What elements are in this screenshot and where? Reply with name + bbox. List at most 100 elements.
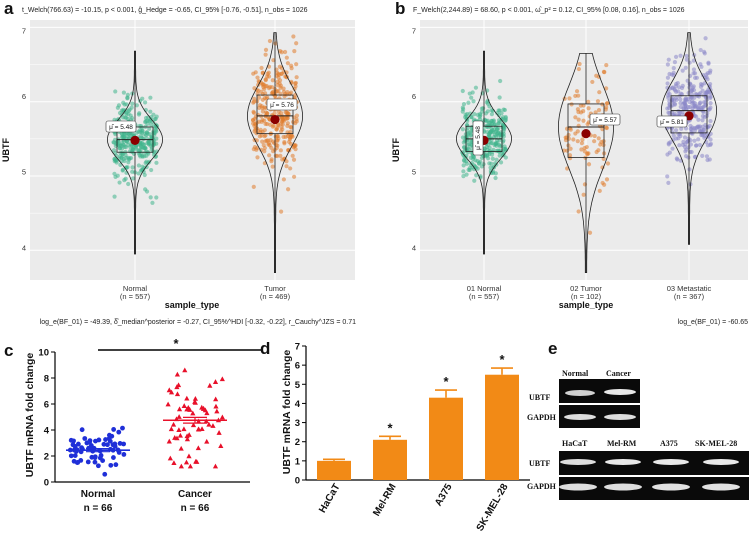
data-point xyxy=(679,126,684,131)
gel-row-ubtf-bottom: UBTF xyxy=(529,459,550,468)
data-point xyxy=(665,62,670,67)
ytick-label: 5 xyxy=(295,380,301,391)
gel-band xyxy=(565,390,595,396)
data-point xyxy=(147,126,152,131)
data-point xyxy=(120,134,125,140)
ytick-label: 8 xyxy=(44,374,49,385)
data-point xyxy=(116,103,122,108)
data-point xyxy=(704,154,710,159)
data-point xyxy=(181,426,187,432)
data-point xyxy=(275,153,280,159)
data-point xyxy=(265,74,270,79)
gel-top-gapdh-strip xyxy=(559,405,640,428)
gel-band xyxy=(604,414,636,420)
data-point xyxy=(493,175,498,181)
data-point xyxy=(500,139,506,144)
data-point xyxy=(168,426,174,432)
panel-b-xtick-metastatic-n: (n = 367) xyxy=(674,292,705,301)
ytick-label: 2 xyxy=(295,437,300,448)
data-point xyxy=(482,146,487,151)
data-point xyxy=(573,93,578,99)
data-point xyxy=(79,427,85,433)
data-point xyxy=(130,115,135,121)
data-point xyxy=(567,153,573,158)
data-point xyxy=(582,149,587,154)
data-point xyxy=(489,126,494,131)
data-point xyxy=(488,129,493,135)
ytick-label: 4 xyxy=(295,399,301,410)
data-point xyxy=(68,437,74,443)
data-point xyxy=(291,174,297,179)
data-point xyxy=(682,135,688,140)
bar-Mel-RM xyxy=(373,439,407,480)
data-point xyxy=(269,145,274,150)
data-point xyxy=(708,142,713,148)
mean-point-Tumor xyxy=(270,114,280,125)
data-point xyxy=(700,82,705,88)
data-point xyxy=(288,166,293,171)
data-point xyxy=(474,173,479,178)
data-point xyxy=(293,84,298,89)
data-point xyxy=(683,65,688,70)
data-point xyxy=(284,164,289,169)
data-point xyxy=(270,164,275,169)
data-point xyxy=(199,426,205,432)
data-point xyxy=(277,64,282,69)
data-point xyxy=(576,66,581,72)
data-point xyxy=(140,140,145,146)
ytick-label: 10 xyxy=(38,348,49,359)
data-point xyxy=(596,107,602,113)
data-point xyxy=(289,66,294,71)
data-point xyxy=(213,396,219,402)
data-point xyxy=(574,89,580,94)
data-point xyxy=(269,157,274,162)
data-point xyxy=(68,453,74,459)
data-point xyxy=(290,153,295,158)
panel-b-mean-label-normal: μ̂ = 5.48 xyxy=(472,120,484,156)
gel-band xyxy=(604,389,636,395)
data-point xyxy=(121,131,127,136)
data-point xyxy=(273,41,278,46)
panel-a-plot-area xyxy=(30,20,355,280)
data-point xyxy=(130,146,135,151)
data-point xyxy=(187,463,193,469)
data-point xyxy=(471,99,476,104)
data-point xyxy=(278,49,283,54)
data-point xyxy=(142,100,148,105)
data-point xyxy=(468,133,473,138)
data-point xyxy=(693,143,699,148)
data-point xyxy=(468,162,474,167)
data-point xyxy=(567,96,572,101)
data-point xyxy=(464,128,470,133)
data-point xyxy=(687,85,692,90)
data-point xyxy=(461,163,466,168)
panel-letter-c: c xyxy=(4,341,13,360)
data-point xyxy=(691,67,697,72)
panel-b-xtick-tumor-n: (n = 102) xyxy=(571,292,602,301)
panel-b-stat: F_Welch(2,244.89) = 68.60, p < 0.001, ω̂… xyxy=(413,7,685,14)
data-point xyxy=(473,158,478,163)
data-point xyxy=(683,154,689,159)
data-point xyxy=(125,134,130,139)
data-point xyxy=(271,58,276,63)
data-point xyxy=(289,125,294,130)
data-point xyxy=(484,123,489,128)
data-point xyxy=(676,136,681,141)
data-point xyxy=(176,427,182,433)
data-point xyxy=(152,130,157,136)
data-point xyxy=(472,178,477,183)
data-point xyxy=(669,72,674,77)
data-point xyxy=(271,123,276,128)
data-point xyxy=(569,102,574,107)
data-point xyxy=(586,106,591,111)
data-point xyxy=(576,117,581,122)
data-point xyxy=(469,115,474,120)
data-point xyxy=(291,34,296,39)
data-point xyxy=(678,97,683,102)
data-point xyxy=(690,131,695,136)
data-point xyxy=(479,109,485,114)
data-point xyxy=(696,137,701,142)
data-point xyxy=(502,107,508,113)
svg-text:μ̂ = 5.48: μ̂ = 5.48 xyxy=(475,126,482,150)
data-point xyxy=(259,133,264,138)
